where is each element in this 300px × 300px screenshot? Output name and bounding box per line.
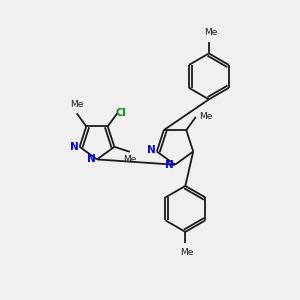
Text: Me: Me — [180, 248, 194, 257]
Text: Me: Me — [204, 28, 217, 37]
Text: Me: Me — [70, 100, 83, 109]
Text: N: N — [165, 160, 174, 170]
Text: N: N — [70, 142, 79, 152]
Text: Me: Me — [199, 112, 213, 122]
Text: N: N — [87, 154, 96, 164]
Text: Cl: Cl — [116, 108, 127, 118]
Text: Me: Me — [123, 155, 136, 164]
Text: N: N — [147, 145, 156, 155]
